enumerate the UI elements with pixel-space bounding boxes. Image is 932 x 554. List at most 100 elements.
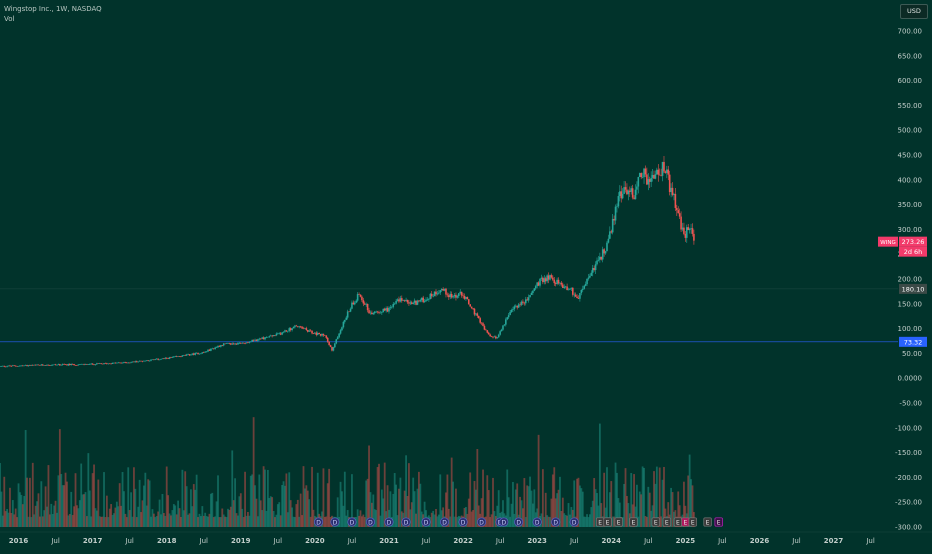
volume-bar — [358, 515, 360, 527]
candle-body — [398, 299, 400, 302]
volume-bar — [271, 497, 274, 527]
candle-body — [523, 302, 526, 304]
dividend-marker[interactable] — [551, 517, 561, 527]
volume-bar — [144, 472, 147, 527]
candle-body — [202, 352, 205, 353]
candle-body — [302, 328, 305, 330]
candle-body — [680, 216, 682, 230]
earnings-marker[interactable] — [703, 517, 712, 527]
candle-body — [637, 176, 640, 187]
volume-bar — [546, 515, 549, 527]
candle-body — [472, 308, 474, 309]
dividend-marker[interactable] — [532, 517, 542, 527]
candle-body — [573, 294, 576, 296]
dividend-marker[interactable] — [347, 517, 357, 527]
x-tick-label: Jul — [495, 537, 505, 545]
volume-bar — [178, 508, 181, 527]
dividend-marker[interactable] — [477, 517, 487, 527]
candle-body — [389, 307, 392, 308]
dividend-marker[interactable] — [499, 517, 509, 527]
volume-bar — [677, 491, 680, 527]
candle-body — [418, 300, 420, 302]
dividend-marker[interactable] — [569, 517, 579, 527]
candle-body — [690, 228, 692, 229]
candle-body — [252, 339, 255, 341]
volume-bar — [547, 516, 550, 527]
earnings-marker[interactable] — [688, 517, 697, 527]
volume-bar — [658, 467, 661, 527]
volume-bar — [506, 469, 509, 527]
candle-body — [163, 358, 165, 360]
earnings-marker[interactable] — [614, 517, 623, 527]
volume-bar — [370, 502, 373, 527]
dividend-marker[interactable] — [384, 517, 394, 527]
dividend-marker[interactable] — [421, 517, 431, 527]
dividend-marker[interactable] — [458, 517, 468, 527]
earnings-marker[interactable] — [651, 517, 660, 527]
volume-bar — [647, 486, 650, 527]
dividend-marker[interactable] — [401, 517, 411, 527]
volume-bar — [83, 494, 85, 527]
volume-bar — [556, 493, 559, 527]
volume-bar — [66, 481, 68, 527]
volume-bar — [296, 499, 299, 527]
candle-body — [2, 365, 4, 367]
earnings-marker[interactable] — [603, 517, 612, 527]
line-price-tag[interactable] — [899, 336, 927, 347]
currency-button[interactable]: USD — [900, 4, 928, 19]
dividend-marker[interactable] — [365, 517, 376, 527]
volume-bar — [413, 491, 416, 527]
candle-body — [207, 349, 209, 352]
candle-body — [493, 336, 496, 338]
volume-bar — [125, 517, 128, 527]
candle-body — [458, 293, 460, 297]
candle-body — [376, 311, 379, 313]
volume-bar — [145, 505, 148, 527]
volume-bar — [470, 511, 473, 527]
earnings-marker[interactable] — [714, 517, 723, 527]
candle-body — [61, 364, 64, 365]
volume-bar — [476, 448, 479, 527]
dividend-marker-label: D — [350, 519, 355, 526]
volume-legend[interactable]: Vol — [4, 15, 15, 23]
earnings-marker[interactable] — [629, 517, 638, 527]
volume-bar — [46, 506, 48, 527]
volume-bar — [469, 472, 472, 527]
dividend-marker[interactable] — [314, 517, 324, 527]
candle-body — [524, 299, 527, 304]
volume-bar — [272, 510, 275, 527]
candle-body — [264, 337, 266, 340]
dividend-marker[interactable] — [330, 517, 340, 527]
candle-body — [348, 311, 350, 313]
y-tick-label: -300.00 — [895, 524, 922, 532]
dividend-marker[interactable] — [440, 517, 450, 527]
line-price-tag[interactable] — [899, 283, 927, 294]
candle-body — [480, 322, 483, 324]
earnings-marker[interactable] — [662, 517, 671, 527]
candle-body — [634, 189, 637, 200]
dividend-marker[interactable] — [514, 517, 524, 527]
volume-bar — [606, 467, 608, 527]
candle-body — [654, 174, 657, 179]
candle-body — [379, 312, 382, 314]
volume-bar — [435, 509, 437, 527]
candle-body — [627, 190, 630, 195]
symbol-title[interactable]: Wingstop Inc., 1W, NASDAQ — [4, 5, 102, 13]
candle-body — [304, 328, 306, 329]
countdown-tag — [899, 246, 927, 257]
candle-body — [41, 364, 44, 366]
candle-body — [670, 187, 672, 193]
volume-bar — [667, 502, 670, 527]
candle-body — [542, 277, 544, 283]
last-price-tag[interactable] — [899, 236, 927, 247]
candle-body — [435, 291, 437, 295]
candle-body — [168, 357, 171, 359]
volume-bar — [475, 489, 477, 527]
candle-body — [185, 354, 188, 356]
candle-body — [210, 348, 212, 351]
candle-body — [101, 363, 104, 365]
symbol-tag[interactable] — [878, 236, 898, 247]
volume-bar — [583, 516, 586, 527]
